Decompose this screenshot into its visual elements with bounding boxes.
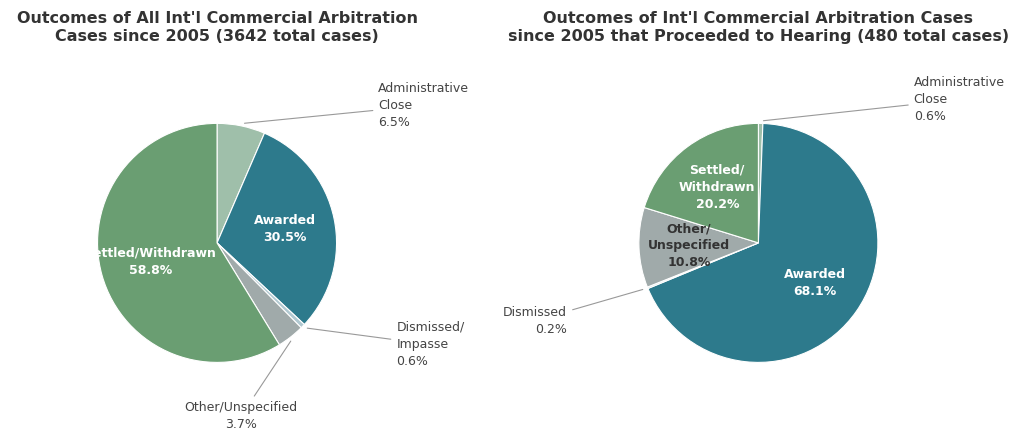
Text: Awarded
68.1%: Awarded 68.1% (784, 267, 846, 297)
Title: Outcomes of All Int'l Commercial Arbitration
Cases since 2005 (3642 total cases): Outcomes of All Int'l Commercial Arbitra… (16, 11, 418, 43)
Wedge shape (759, 123, 763, 243)
Text: Administrative
Close
0.6%: Administrative Close 0.6% (764, 76, 1005, 123)
Text: Administrative
Close
6.5%: Administrative Close 6.5% (245, 82, 469, 129)
Text: Other/
Unspecified
10.8%: Other/ Unspecified 10.8% (648, 222, 730, 269)
Text: Other/Unspecified
3.7%: Other/Unspecified 3.7% (184, 341, 298, 431)
Wedge shape (647, 243, 759, 289)
Text: Dismissed
0.2%: Dismissed 0.2% (503, 289, 643, 336)
Wedge shape (97, 123, 280, 362)
Text: Settled/Withdrawn
58.8%: Settled/Withdrawn 58.8% (84, 247, 216, 277)
Text: Awarded
30.5%: Awarded 30.5% (254, 214, 315, 244)
Wedge shape (639, 207, 759, 287)
Title: Outcomes of Int'l Commercial Arbitration Cases
since 2005 that Proceeded to Hear: Outcomes of Int'l Commercial Arbitration… (508, 11, 1009, 43)
Wedge shape (217, 243, 301, 345)
Text: Dismissed/
Impasse
0.6%: Dismissed/ Impasse 0.6% (307, 321, 465, 368)
Wedge shape (217, 243, 304, 328)
Wedge shape (648, 124, 878, 362)
Wedge shape (217, 133, 337, 324)
Wedge shape (644, 123, 759, 243)
Text: Settled/
Withdrawn
20.2%: Settled/ Withdrawn 20.2% (679, 164, 756, 211)
Wedge shape (217, 123, 264, 243)
